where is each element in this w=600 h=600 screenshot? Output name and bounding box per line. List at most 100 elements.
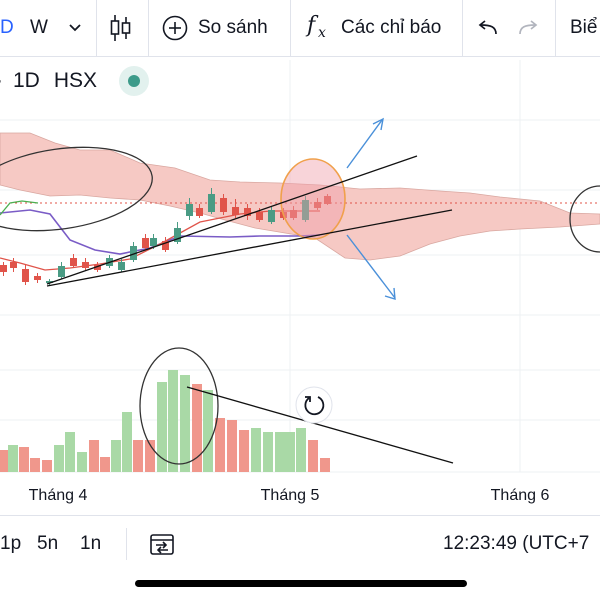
compare-button[interactable]: So sánh (162, 0, 268, 56)
x-axis-label: Tháng 6 (491, 487, 550, 504)
volume-bar (89, 440, 99, 472)
candle-body (174, 228, 181, 242)
redo-button[interactable] (517, 0, 539, 56)
interval-w-button[interactable]: W (30, 0, 48, 56)
volume-bar (111, 440, 121, 472)
volume-bar (180, 375, 190, 472)
toolbar-divider (96, 0, 97, 56)
volume-bar (133, 440, 143, 472)
annotation-ellipse (0, 146, 153, 232)
fx-glyph: f (307, 13, 316, 38)
candle-body (130, 246, 137, 260)
volume-bar (65, 432, 75, 472)
price-chart[interactable]: Tháng 4 Tháng 5 Tháng 6 (0, 60, 600, 515)
candle-body (82, 262, 89, 268)
annotation-ellipse (569, 185, 600, 253)
volume-bar (157, 382, 167, 472)
clock-label: 12:23:49 (UTC+7 (443, 533, 590, 554)
annotation-ellipse (139, 347, 219, 465)
go-to-date-button[interactable] (148, 516, 176, 572)
volume-bar (192, 384, 202, 472)
chart-type-menu-button[interactable]: Biể (570, 0, 597, 56)
symbol-legend: · 1D HSX (0, 64, 150, 98)
calendar-arrows-icon (150, 534, 174, 555)
reset-icon (304, 396, 325, 416)
undo-button[interactable] (477, 0, 499, 56)
volume-bar (19, 447, 29, 472)
chevron-down-icon (69, 24, 81, 32)
range-label: 5n (37, 533, 59, 554)
volume-bar (296, 428, 306, 472)
plus-circle-icon (162, 15, 188, 41)
fx-sub: x (318, 25, 326, 41)
candle-body (302, 200, 309, 220)
volume-bar (285, 432, 295, 472)
candle-body (142, 238, 149, 248)
trend-line (46, 155, 418, 285)
arrow-line (346, 119, 383, 169)
candle-body (70, 258, 77, 266)
indicators-label: Các chỉ báo (341, 17, 442, 38)
candle-body (220, 198, 227, 212)
volume-bar (54, 445, 64, 472)
interval-d-label: D (0, 17, 14, 38)
trend-line (186, 386, 454, 464)
toolbar-divider (462, 0, 463, 56)
volume-bar (203, 390, 213, 472)
volume-bar (275, 432, 285, 472)
candlestick-icon (110, 15, 131, 41)
candle-body (232, 207, 239, 215)
candle-body (46, 281, 53, 283)
bottom-divider (126, 528, 127, 560)
chart-type-menu-label: Biể (570, 17, 598, 38)
candle-body (314, 202, 321, 208)
volume-bar (122, 412, 132, 472)
legend-exchange: HSX (53, 69, 98, 92)
legend-interval: 1D (13, 69, 40, 92)
range-5n-button[interactable]: 5n (37, 516, 58, 572)
redo-icon (519, 20, 538, 35)
toolbar-divider (148, 0, 149, 56)
indicators-button[interactable]: f x Các chỉ báo (305, 0, 441, 56)
volume-bar (227, 420, 237, 472)
arrow-head (384, 287, 396, 300)
range-1n-button[interactable]: 1n (80, 516, 101, 572)
trend-line (46, 209, 453, 287)
candle-body (118, 262, 125, 270)
interval-w-label: W (30, 17, 48, 38)
gridlines (0, 60, 600, 473)
candle-body (150, 238, 157, 246)
toolbar-divider (290, 0, 291, 56)
timezone-button[interactable]: 12:23:49 (UTC+7 (443, 516, 589, 572)
candle-body (208, 194, 215, 212)
x-axis-label: Tháng 4 (29, 487, 88, 504)
candle-body (186, 204, 193, 216)
volume-bar (263, 432, 273, 472)
x-axis: Tháng 4 Tháng 5 Tháng 6 (29, 487, 550, 504)
interval-d-button[interactable]: D (0, 0, 14, 56)
market-status-indicator[interactable] (119, 66, 150, 96)
candle-body (268, 210, 275, 222)
candle-body (290, 210, 297, 218)
volume-bar (168, 370, 178, 472)
candle-body (244, 208, 251, 216)
range-1p-button[interactable]: 1p (0, 516, 21, 572)
volume-bar (239, 430, 249, 472)
candle-body (196, 208, 203, 216)
candle-body (94, 265, 101, 270)
volume-bar (30, 458, 40, 472)
legend-separator: · (0, 69, 3, 93)
volume-bar (100, 457, 110, 472)
volume-bar (308, 440, 318, 472)
x-axis-label: Tháng 5 (261, 487, 320, 504)
interval-dropdown-button[interactable] (68, 0, 82, 56)
volume-bar (145, 440, 155, 472)
volume-bar (320, 458, 330, 472)
arrow-head (372, 117, 384, 131)
annotation-ellipse (280, 158, 346, 240)
chart-type-button[interactable] (109, 0, 133, 56)
candle-body (58, 266, 65, 277)
volume-bars (0, 370, 330, 472)
toolbar-divider (555, 0, 556, 56)
reset-chart-button[interactable] (295, 386, 333, 424)
